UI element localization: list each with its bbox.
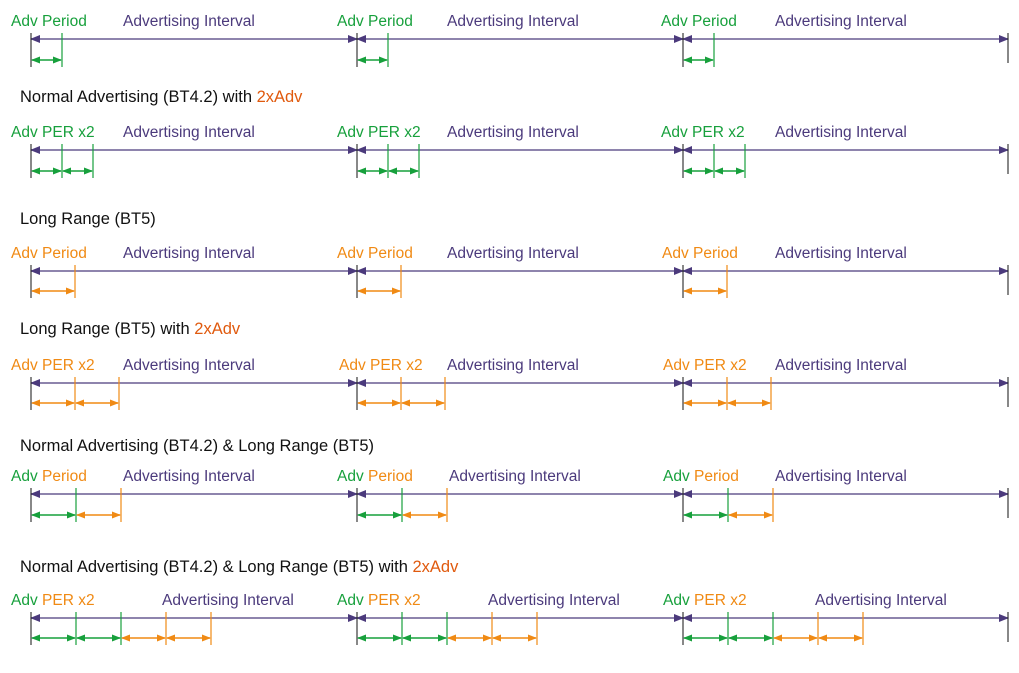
period-label-segment: Adv PER x2 <box>339 357 423 374</box>
interval-label: Advertising Interval <box>775 468 907 485</box>
period-label: Adv Period <box>337 13 413 30</box>
row-title: Normal Advertising (BT4.2) with 2xAdv <box>20 88 303 106</box>
interval-label: Advertising Interval <box>449 468 581 485</box>
interval-label: Advertising Interval <box>775 245 907 262</box>
period-label-segment: PER x2 <box>694 592 747 609</box>
interval-label: Advertising Interval <box>123 13 255 30</box>
interval-label: Advertising Interval <box>488 592 620 609</box>
period-label: Adv Period <box>662 245 738 262</box>
interval-label: Advertising Interval <box>815 592 947 609</box>
row-title-highlight: 2xAdv <box>194 320 241 338</box>
row-title-text: Normal Advertising (BT4.2) with <box>20 88 257 106</box>
interval-label: Advertising Interval <box>447 124 579 141</box>
timing-row: Normal Advertising (BT4.2) & Long Range … <box>11 437 1009 522</box>
period-label-segment: Adv <box>337 592 368 609</box>
period-label-segment: Adv <box>337 468 368 485</box>
interval-label: Advertising Interval <box>775 13 907 30</box>
row-title-text: Normal Advertising (BT4.2) & Long Range … <box>20 558 413 576</box>
period-label-segment: Adv <box>663 592 694 609</box>
period-label: Adv Period <box>663 468 739 485</box>
period-label: Adv Period <box>11 245 87 262</box>
period-label-segment: Adv <box>11 468 42 485</box>
period-label: Adv Period <box>337 468 413 485</box>
period-label-segment: Adv Period <box>661 13 737 30</box>
row-title-text: Long Range (BT5) <box>20 210 156 228</box>
period-label: Adv Period <box>337 245 413 262</box>
period-label-segment: Adv Period <box>662 245 738 262</box>
timing-row: Long Range (BT5) Adv Period Advertising In… <box>11 210 1009 298</box>
period-label: Adv PER x2 <box>337 592 421 609</box>
period-label-segment: Period <box>42 468 87 485</box>
period-label-segment: Adv <box>11 592 42 609</box>
interval-label: Advertising Interval <box>162 592 294 609</box>
period-label-segment: PER x2 <box>42 592 95 609</box>
period-label: Adv PER x2 <box>337 124 421 141</box>
period-label-segment: Period <box>368 468 413 485</box>
row-title: Normal Advertising (BT4.2) & Long Range … <box>20 437 374 455</box>
interval-label: Advertising Interval <box>123 124 255 141</box>
period-label-segment: Adv Period <box>11 13 87 30</box>
period-label: Adv PER x2 <box>11 357 95 374</box>
interval-label: Advertising Interval <box>447 245 579 262</box>
row-title: Long Range (BT5) <box>20 210 156 228</box>
period-label-segment: Adv PER x2 <box>663 357 747 374</box>
interval-label: Advertising Interval <box>123 468 255 485</box>
period-label-segment: PER x2 <box>368 592 421 609</box>
period-label-segment: Adv PER x2 <box>661 124 745 141</box>
period-label: Adv PER x2 <box>11 592 95 609</box>
row-title-text: Long Range (BT5) with <box>20 320 194 338</box>
timing-row: Normal Advertising (BT4.2) & Long Range … <box>11 558 1009 645</box>
period-label: Adv PER x2 <box>661 124 745 141</box>
period-label-segment: Adv PER x2 <box>11 124 95 141</box>
row-title-highlight: 2xAdv <box>257 88 304 106</box>
row-title-highlight: 2xAdv <box>413 558 460 576</box>
period-label-segment: Adv Period <box>337 245 413 262</box>
period-label-segment: Period <box>694 468 739 485</box>
interval-label: Advertising Interval <box>123 245 255 262</box>
interval-label: Advertising Interval <box>447 357 579 374</box>
timing-row: Adv Period Advertising Interval Adv Period… <box>11 13 1009 67</box>
interval-label: Advertising Interval <box>775 357 907 374</box>
timing-row: Long Range (BT5) with 2xAdv Adv PER x2 Adv… <box>11 320 1009 410</box>
period-label: Adv PER x2 <box>663 357 747 374</box>
row-title: Normal Advertising (BT4.2) & Long Range … <box>20 558 459 576</box>
interval-label: Advertising Interval <box>447 13 579 30</box>
row-title: Long Range (BT5) with 2xAdv <box>20 320 241 338</box>
period-label: Adv Period <box>661 13 737 30</box>
period-label-segment: Adv PER x2 <box>337 124 421 141</box>
interval-label: Advertising Interval <box>775 124 907 141</box>
period-label: Adv PER x2 <box>11 124 95 141</box>
period-label: Adv PER x2 <box>339 357 423 374</box>
period-label: Adv Period <box>11 468 87 485</box>
period-label: Adv PER x2 <box>663 592 747 609</box>
row-title-text: Normal Advertising (BT4.2) & Long Range … <box>20 437 374 455</box>
interval-label: Advertising Interval <box>123 357 255 374</box>
period-label: Adv Period <box>11 13 87 30</box>
period-label-segment: Adv Period <box>337 13 413 30</box>
timing-row: Normal Advertising (BT4.2) with 2xAdv Adv… <box>11 88 1009 178</box>
period-label-segment: Adv <box>663 468 694 485</box>
period-label-segment: Adv PER x2 <box>11 357 95 374</box>
period-label-segment: Adv Period <box>11 245 87 262</box>
